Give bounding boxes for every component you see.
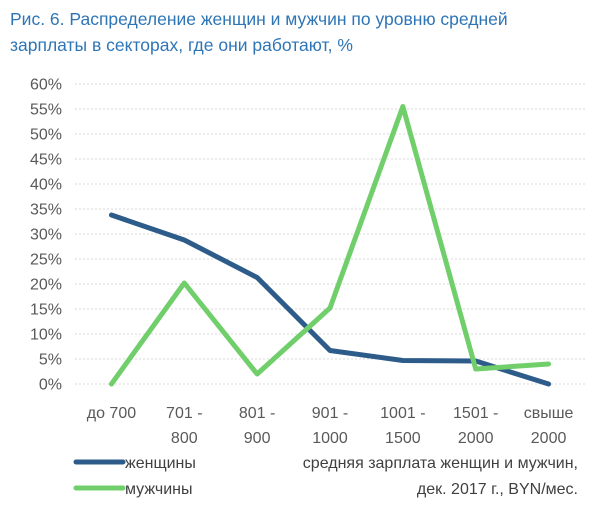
- x-tick-label: свыше: [524, 405, 574, 422]
- y-tick-label: 10%: [30, 327, 62, 344]
- y-tick-label: 50%: [30, 127, 62, 144]
- y-tick-label: 45%: [30, 152, 62, 169]
- series-lines: [108, 104, 552, 387]
- y-tick-label: 30%: [30, 227, 62, 244]
- x-axis-label-line: средняя зарплата женщин и мужчин,: [303, 455, 578, 472]
- y-tick-label: 15%: [30, 302, 62, 319]
- x-tick-label: 800: [171, 430, 198, 447]
- x-axis-label-line: дек. 2017 г., BYN/мес.: [417, 481, 578, 498]
- legend-label: женщины: [125, 455, 196, 472]
- y-axis-ticks: 0% 5% 10% 15% 20% 25% 30% 35% 40% 45% 50% 55% 60%: [30, 77, 62, 394]
- x-tick-label: 901 -: [312, 405, 348, 422]
- x-axis-label: средняя зарплата женщин и мужчин, дек. 20…: [303, 455, 578, 498]
- y-tick-label: 55%: [30, 102, 62, 119]
- x-tick-label: 2000: [531, 430, 567, 447]
- x-tick-label: 701 -: [166, 405, 202, 422]
- x-tick-label: 1501 -: [453, 405, 498, 422]
- x-tick-label: 2000: [458, 430, 494, 447]
- y-tick-label: 5%: [39, 352, 62, 369]
- y-tick-label: 0%: [39, 377, 62, 394]
- x-axis-ticks: до 700 701 - 800 801 - 900 901 - 1000 1001 - 150…: [87, 405, 574, 447]
- y-tick-label: 35%: [30, 202, 62, 219]
- x-tick-label: до 700: [87, 405, 136, 422]
- series-line-men: [108, 104, 552, 387]
- gridlines: [75, 83, 585, 385]
- y-tick-label: 25%: [30, 252, 62, 269]
- legend: женщины мужчины: [73, 455, 196, 498]
- x-tick-label: 1500: [385, 430, 421, 447]
- x-tick-label: 801 -: [239, 405, 275, 422]
- x-tick-label: 900: [244, 430, 271, 447]
- y-tick-label: 60%: [30, 77, 62, 94]
- chart-title: Рис. 6. Распределение женщин и мужчин по…: [10, 9, 508, 55]
- x-tick-label: 1001 -: [380, 405, 425, 422]
- y-tick-label: 40%: [30, 177, 62, 194]
- legend-label: мужчины: [125, 481, 193, 498]
- x-tick-label: 1000: [312, 430, 348, 447]
- y-tick-label: 20%: [30, 277, 62, 294]
